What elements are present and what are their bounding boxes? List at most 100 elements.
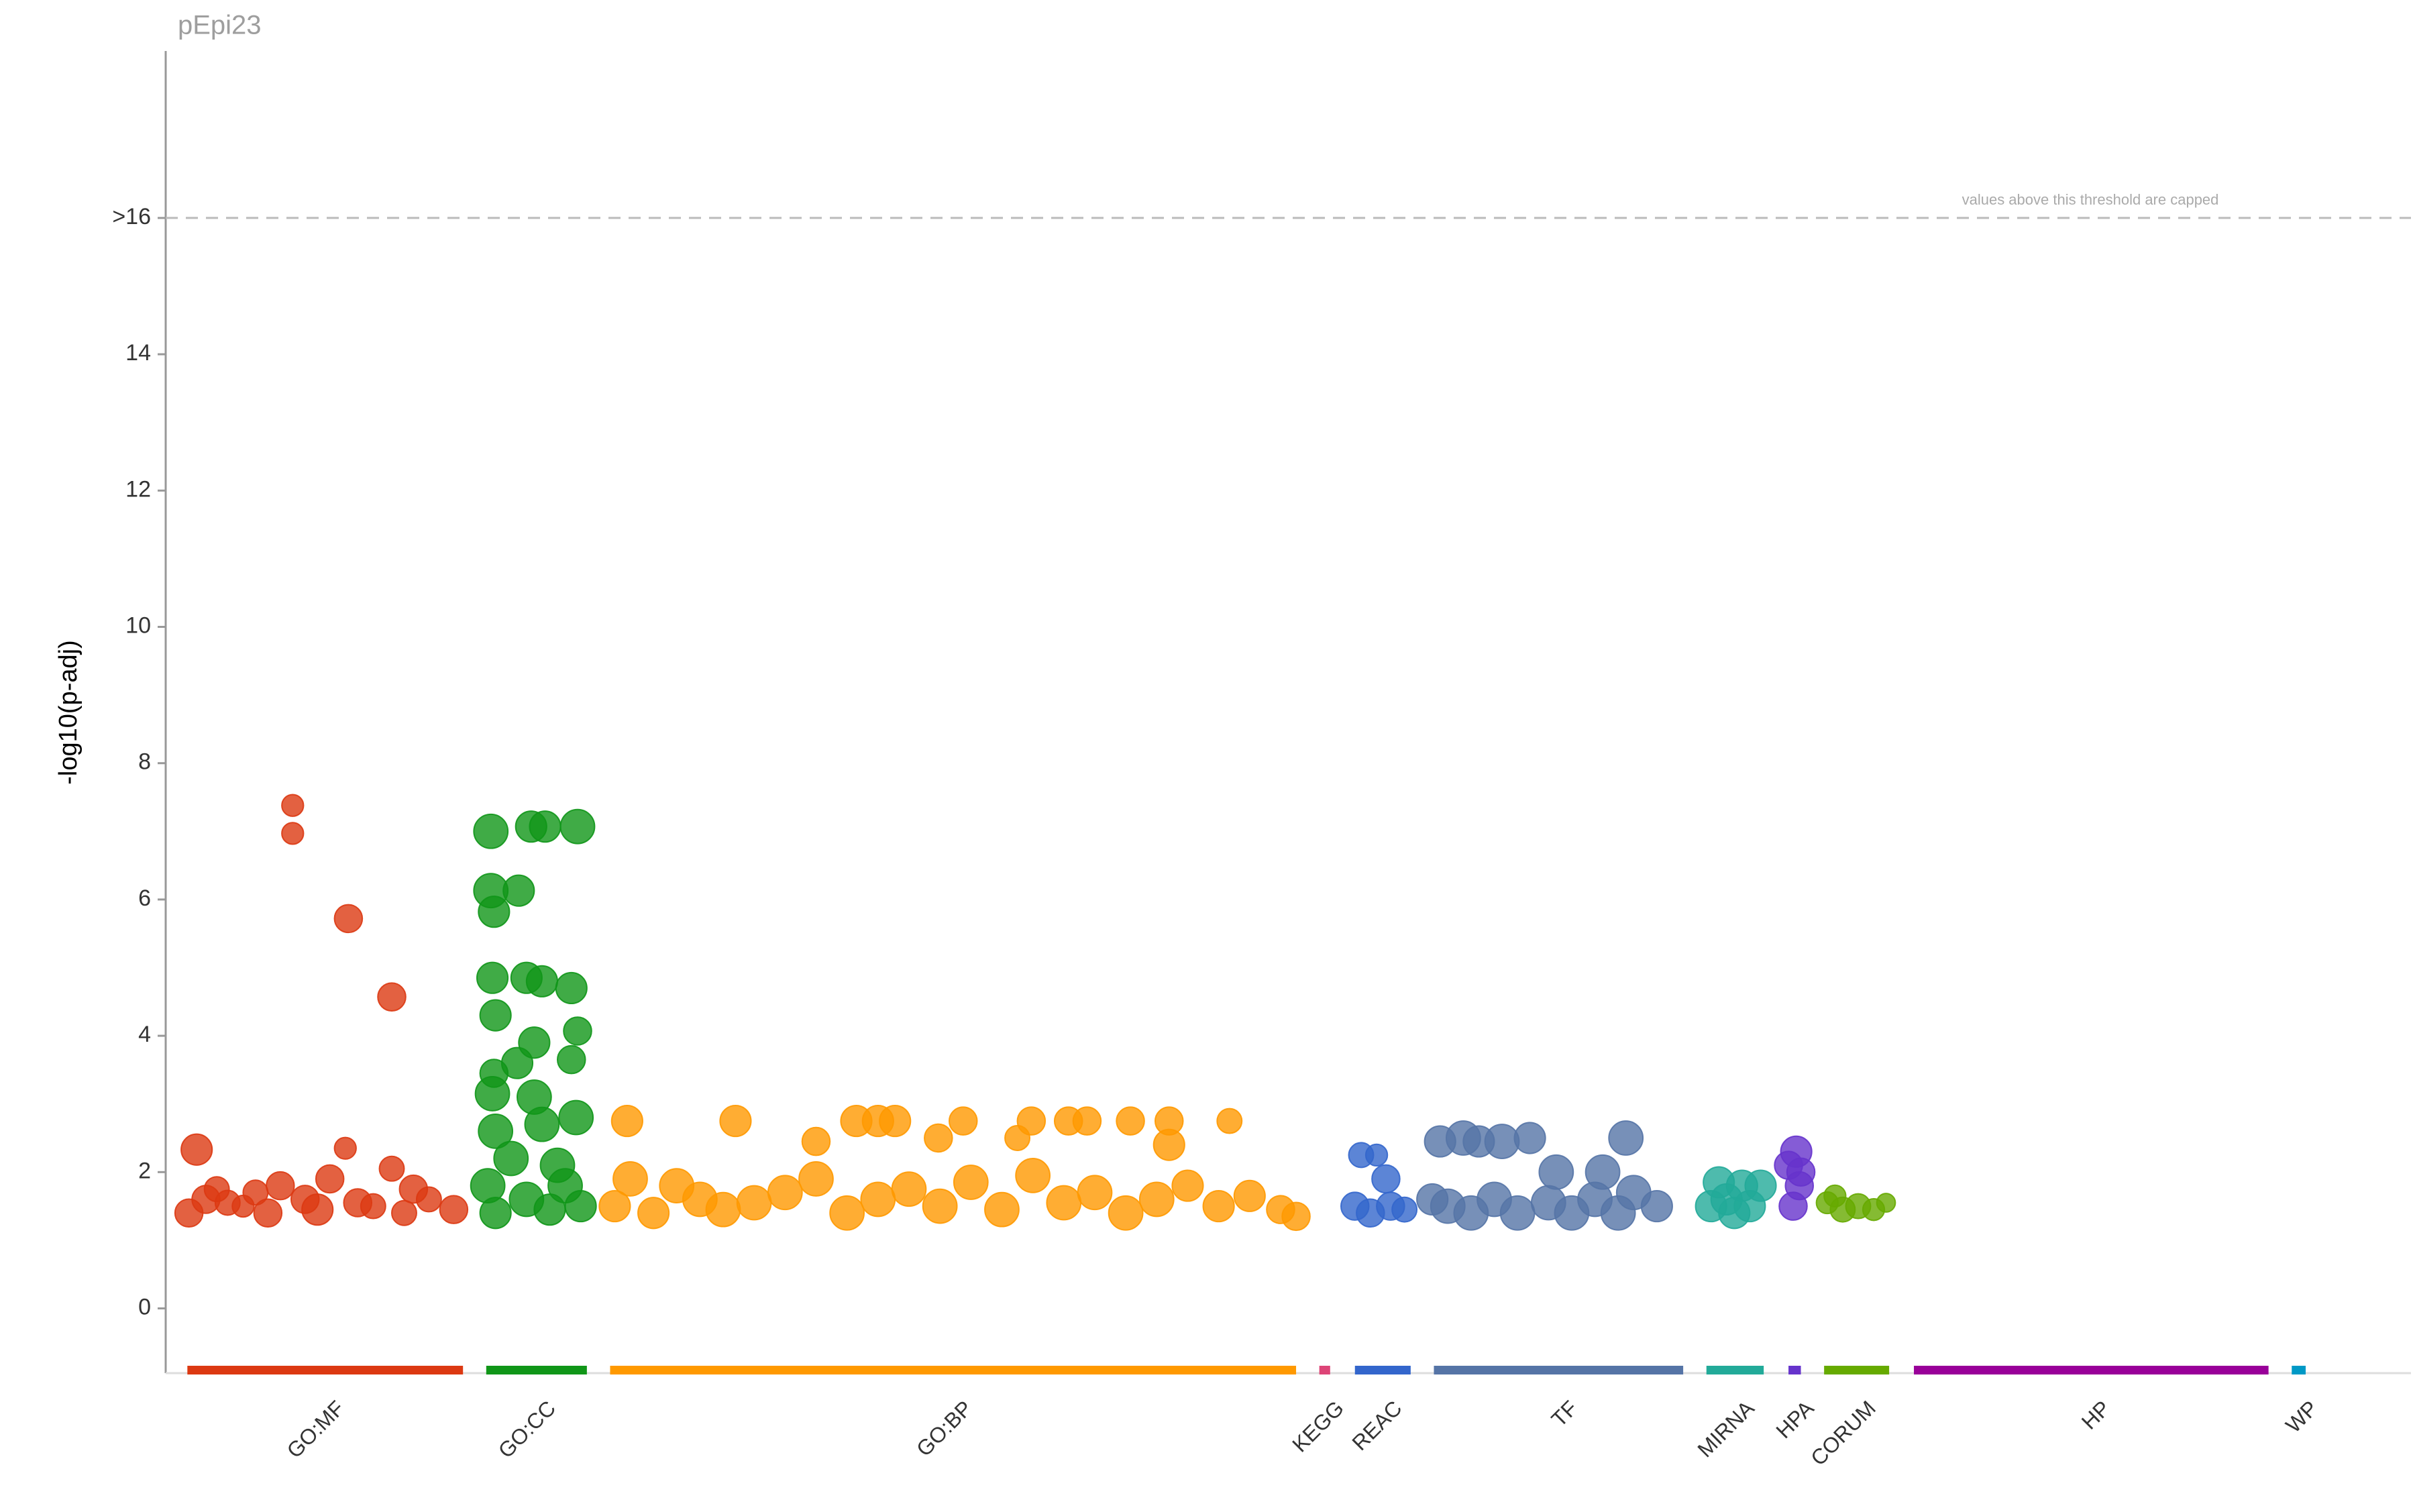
x-tick-label: GO:BP [912,1396,977,1461]
y-tick-label: 0 [138,1294,151,1319]
point [767,1175,803,1211]
points [174,794,1896,1232]
y-tick-label: 2 [138,1158,151,1183]
point [378,1155,405,1182]
point [563,1016,592,1046]
point [736,1185,772,1221]
point [479,1197,512,1230]
point [1640,1190,1673,1223]
x-tick-label: TF [1547,1396,1582,1432]
point [558,1099,594,1136]
point [1233,1179,1266,1212]
y-tick-label: 10 [125,612,151,638]
point [533,1193,566,1226]
point [502,874,535,907]
point [891,1171,927,1207]
point [493,1140,529,1177]
source-band [1788,1366,1801,1374]
point [953,1165,989,1200]
point [1004,1125,1031,1151]
point [1171,1169,1204,1202]
x-tick-label: CORUM [1806,1396,1880,1470]
chart-title: pEpi23 [178,11,262,40]
point [1077,1175,1113,1211]
point [518,1026,551,1059]
point [1744,1169,1777,1202]
point [1116,1106,1145,1136]
point [924,1123,953,1153]
y-tick-label: 14 [125,340,151,366]
source-band [1354,1366,1411,1374]
source-band [1319,1366,1330,1374]
point [333,1136,357,1160]
threshold-annotation: values above this threshold are capped [1962,191,2219,208]
point [1202,1190,1235,1223]
point [301,1193,334,1226]
point [391,1199,417,1226]
x-tick-label: GO:MF [282,1396,349,1463]
point [598,1190,631,1223]
x-tick-label: KEGG [1287,1396,1348,1457]
point [564,1190,597,1223]
point [1046,1185,1082,1221]
point [1364,1143,1389,1167]
source-band [1706,1366,1764,1374]
source-band [1914,1366,2269,1374]
point [1778,1191,1808,1221]
point [719,1105,752,1138]
source-band [486,1366,587,1374]
point [266,1171,295,1201]
source-band [2292,1366,2306,1374]
y-tick-label: 12 [125,476,151,502]
point [612,1161,648,1197]
point [1608,1120,1644,1156]
x-tick-label: WP [2281,1396,2322,1438]
source-band [187,1366,464,1374]
point [1391,1196,1418,1223]
point [180,1133,213,1166]
point [479,999,512,1032]
point [559,808,596,845]
point [524,1106,560,1142]
point [1108,1195,1144,1231]
x-tick-label: GO:CC [494,1396,561,1463]
point [556,1044,586,1075]
point [1513,1122,1546,1154]
point [476,961,509,994]
point [1786,1157,1816,1187]
x-tick-label: HP [2077,1396,2115,1434]
point [922,1188,958,1224]
point [1815,1191,1839,1215]
point [798,1161,834,1197]
point [1152,1128,1185,1161]
point [1710,1183,1743,1216]
point [1015,1157,1051,1193]
point [315,1164,345,1194]
point [1281,1201,1311,1232]
point [415,1186,442,1213]
point [1371,1164,1401,1194]
point [879,1105,912,1138]
point [1416,1183,1449,1216]
point [1216,1108,1243,1134]
y-tick-label: 6 [138,885,151,911]
x-tick-label: REAC [1347,1396,1406,1455]
source-band [610,1366,1297,1374]
point [1138,1181,1175,1218]
x-tick-label: HPA [1771,1395,1819,1443]
source-band [1824,1366,1890,1374]
y-tick-label: 8 [138,749,151,775]
point [478,896,511,928]
point [473,813,509,849]
y-axis-label: -log10(p-adj) [54,640,83,784]
point [525,965,558,997]
point [555,971,588,1005]
point [281,822,305,845]
point [529,810,561,843]
x-tick-label: MIRNA [1693,1395,1759,1462]
point [860,1181,896,1218]
point [637,1197,670,1230]
point [610,1105,643,1138]
point [333,904,364,934]
